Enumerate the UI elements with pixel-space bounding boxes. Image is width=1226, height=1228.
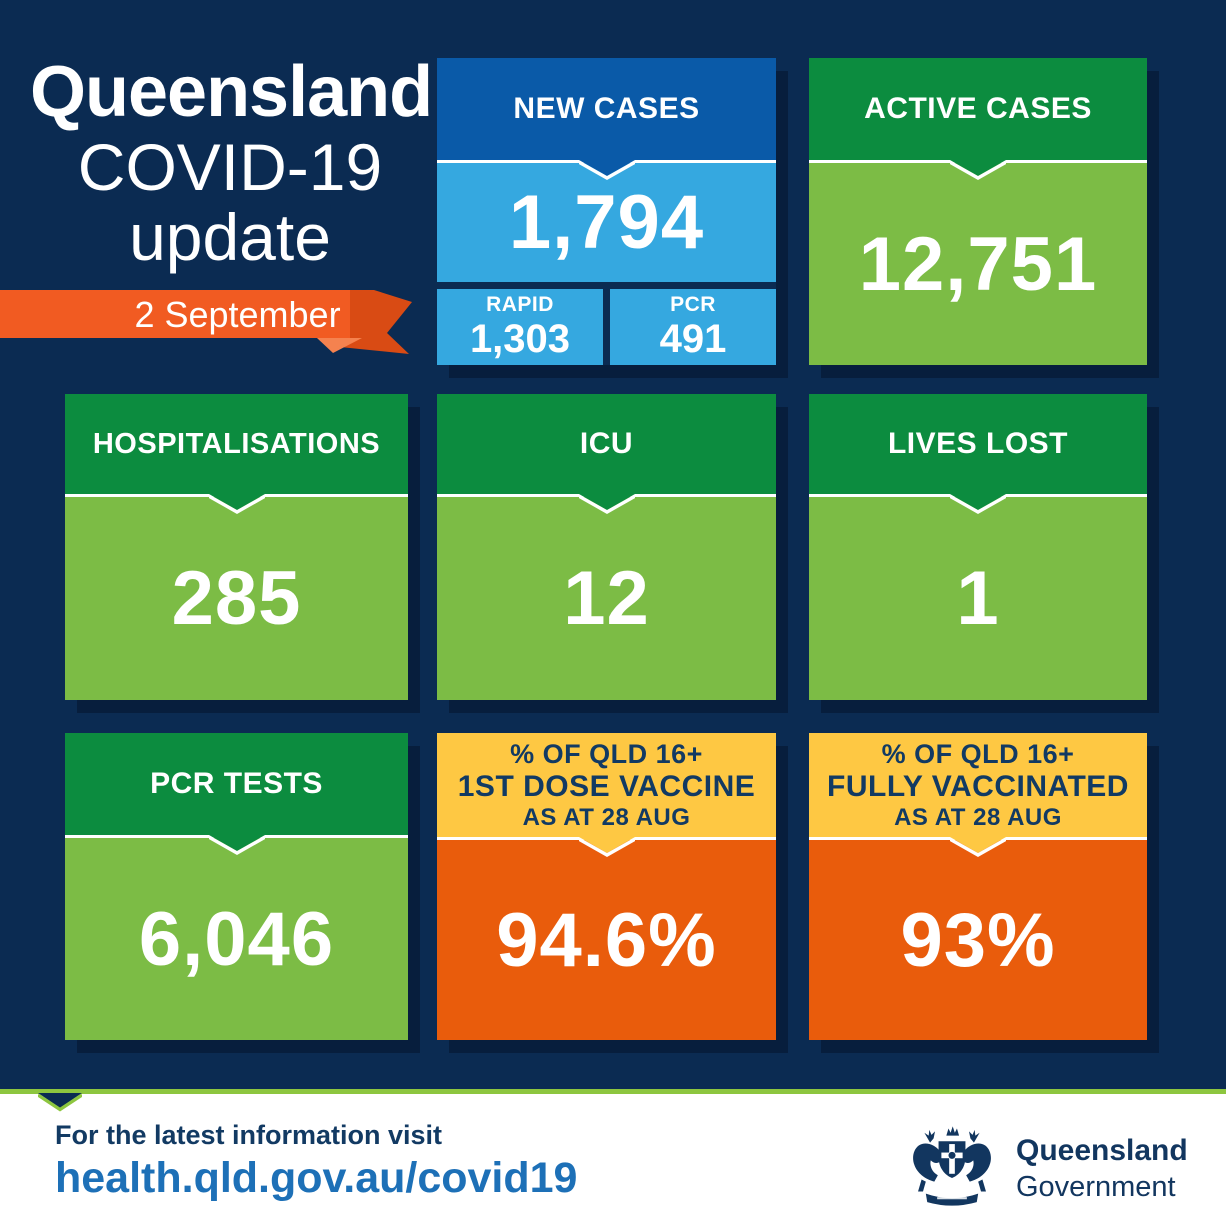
title-line-queensland: Queensland <box>30 52 433 132</box>
first-dose-label-line3: AS AT 28 AUG <box>522 804 691 831</box>
pcr-tests-header: PCR TESTS <box>65 733 408 835</box>
active-cases-value: 12,751 <box>858 221 1098 307</box>
new-cases-breakdown: RAPID 1,303 PCR 491 <box>437 289 776 365</box>
hospitalisations-header: HOSPITALISATIONS <box>65 394 408 494</box>
first-dose-value: 94.6% <box>496 897 717 983</box>
new-cases-tile: NEW CASES 1,794 RAPID 1,303 PCR 491 <box>437 58 776 365</box>
notch-icon <box>578 494 635 514</box>
icu-body: 12 <box>437 494 776 700</box>
page-title: Queensland COVID-19 update <box>30 52 433 274</box>
lives-lost-body: 1 <box>809 494 1147 700</box>
rapid-sub-tile: RAPID 1,303 <box>437 289 603 365</box>
notch-icon <box>208 494 265 514</box>
hospitalisations-body: 285 <box>65 494 408 700</box>
footer-text-block: For the latest information visit health.… <box>55 1118 577 1204</box>
active-cases-body: 12,751 <box>809 160 1147 365</box>
logo-queensland: Queensland <box>1016 1134 1188 1167</box>
fully-vaccinated-label-line1: % OF QLD 16+ <box>881 739 1075 769</box>
first-dose-label-line2: 1ST DOSE VACCINE <box>457 770 756 803</box>
fully-vaccinated-header: % OF QLD 16+ FULLY VACCINATED AS AT 28 A… <box>809 733 1147 837</box>
date-label: 2 September <box>134 294 341 335</box>
pcr-tests-tile: PCR TESTS 6,046 <box>65 733 408 1040</box>
notch-icon <box>208 835 265 855</box>
fully-vaccinated-value: 93% <box>900 897 1056 983</box>
date-ribbon <box>0 290 412 354</box>
title-line-covid19: COVID-19 <box>77 130 383 204</box>
icu-label: ICU <box>579 427 634 460</box>
notch-icon <box>950 837 1006 857</box>
notch-icon <box>950 160 1006 180</box>
fully-vaccinated-tile: % OF QLD 16+ FULLY VACCINATED AS AT 28 A… <box>809 733 1147 1040</box>
icu-header: ICU <box>437 394 776 494</box>
footer <box>0 1094 1226 1228</box>
active-cases-label: ACTIVE CASES <box>864 92 1092 125</box>
pcr-value: 491 <box>659 317 727 361</box>
active-cases-tile: ACTIVE CASES 12,751 <box>809 58 1147 365</box>
qld-government-logo: Queensland Government <box>906 1122 1188 1210</box>
new-cases-body: 1,794 <box>437 160 776 282</box>
first-dose-label-line1: % OF QLD 16+ <box>510 739 703 769</box>
pcr-tests-body: 6,046 <box>65 835 408 1040</box>
active-cases-header: ACTIVE CASES <box>809 58 1147 160</box>
hospitalisations-label: HOSPITALISATIONS <box>92 427 381 460</box>
pcr-tests-value: 6,046 <box>138 896 335 982</box>
hospitalisations-tile: HOSPITALISATIONS 285 <box>65 394 408 700</box>
logo-text: Queensland Government <box>1016 1132 1188 1205</box>
ribbon-band <box>0 290 350 338</box>
icu-tile: ICU 12 <box>437 394 776 700</box>
title-line-update: update <box>129 200 331 274</box>
notch-icon <box>578 160 635 180</box>
lives-lost-header: LIVES LOST <box>809 394 1147 494</box>
lives-lost-value: 1 <box>956 556 1000 641</box>
first-dose-header: % OF QLD 16+ 1ST DOSE VACCINE AS AT 28 A… <box>437 733 776 837</box>
ribbon-fold <box>317 338 362 353</box>
hospitalisations-value: 285 <box>171 556 302 641</box>
logo-government: Government <box>1016 1171 1176 1203</box>
first-dose-vaccine-tile: % OF QLD 16+ 1ST DOSE VACCINE AS AT 28 A… <box>437 733 776 1040</box>
fully-vaccinated-label-line3: AS AT 28 AUG <box>894 804 1062 831</box>
fully-vaccinated-body: 93% <box>809 837 1147 1040</box>
icu-value: 12 <box>563 556 650 641</box>
new-cases-header: NEW CASES <box>437 58 776 160</box>
pcr-label: PCR <box>670 293 716 316</box>
footer-url-link[interactable]: health.qld.gov.au/covid19 <box>55 1154 578 1202</box>
pcr-tests-label: PCR TESTS <box>150 767 323 800</box>
rapid-label: RAPID <box>486 293 554 316</box>
footer-separator <box>0 1089 1226 1094</box>
qld-government-crest-icon <box>913 1126 991 1206</box>
pcr-sub-tile: PCR 491 <box>610 289 776 365</box>
notch-icon <box>950 494 1006 514</box>
lives-lost-tile: LIVES LOST 1 <box>809 394 1147 700</box>
footer-info-text: For the latest information visit <box>55 1120 443 1150</box>
notch-icon <box>578 837 635 857</box>
footer-chevron-icon <box>38 1093 82 1112</box>
fully-vaccinated-label-line2: FULLY VACCINATED <box>827 770 1129 803</box>
new-cases-value: 1,794 <box>508 180 705 265</box>
lives-lost-label: LIVES LOST <box>887 427 1069 460</box>
new-cases-label: NEW CASES <box>513 92 700 125</box>
rapid-value: 1,303 <box>469 317 571 361</box>
first-dose-body: 94.6% <box>437 837 776 1040</box>
